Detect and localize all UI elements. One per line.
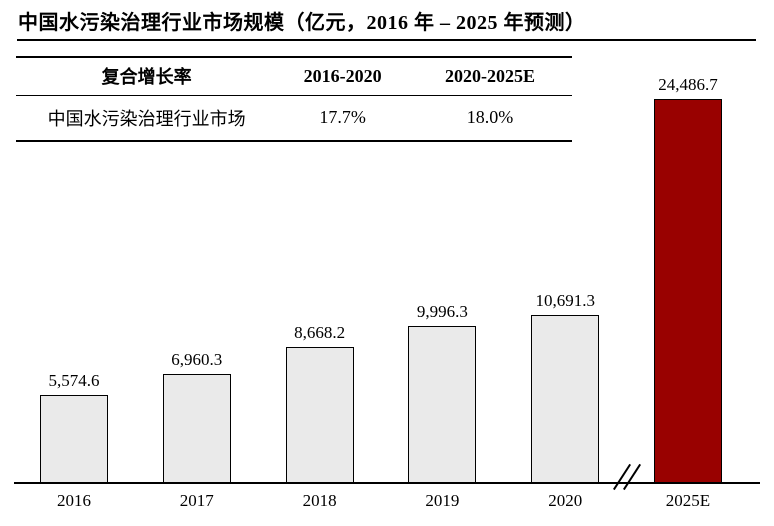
x-axis-label: 2018 <box>302 491 337 510</box>
x-axis-label: 2016 <box>57 491 91 510</box>
cagr-header-2016-2020: 2016-2020 <box>303 65 382 86</box>
bar-value-label: 5,574.6 <box>48 371 100 390</box>
bar <box>285 347 354 483</box>
bar-group-2020: 10,691.3 <box>531 291 600 483</box>
bar <box>408 326 477 483</box>
x-axis-label: 2025E <box>665 491 711 510</box>
bar-chart: 5,574.6 6,960.3 8,668.2 9,996.3 10,691.3 24,4… <box>40 70 722 483</box>
bar-group-2019: 9,996.3 <box>408 302 477 483</box>
chart-title: 中国水污染治理行业市场规模（亿元，2016 年 – 2025 年预测） <box>18 12 586 34</box>
x-axis-label: 2019 <box>425 491 460 510</box>
bar-value-label: 8,668.2 <box>294 323 346 342</box>
bar-value-label: 9,996.3 <box>416 302 468 321</box>
x-axis-label: 2017 <box>179 491 214 510</box>
bar <box>40 395 108 483</box>
cagr-header-2020-2025e: 2020-2025E <box>444 65 535 86</box>
bar-value-label: 6,960.3 <box>171 350 223 369</box>
cagr-cell-2020-2025e: 18.0% <box>466 107 514 127</box>
cagr-header-metric: 复合增长率 <box>101 67 192 88</box>
cagr-table-header-row: 复合增长率 2016-2020 2020-2025E <box>16 58 572 96</box>
x-axis-labels: 2016 2017 2018 2019 2020 2025E <box>40 491 722 511</box>
bar-group-2018: 8,668.2 <box>285 323 354 483</box>
bar-highlighted <box>653 99 722 483</box>
bar-group-2025e: 24,486.7 <box>653 75 722 483</box>
cagr-table: 复合增长率 2016-2020 2020-2025E 中国水污染治理行业市场 1… <box>16 56 572 142</box>
bar-group-2016: 5,574.6 <box>40 371 108 483</box>
title-divider <box>17 39 756 41</box>
bar-value-label: 24,486.7 <box>658 75 718 94</box>
bar-group-2017: 6,960.3 <box>162 350 231 483</box>
x-axis-label: 2020 <box>548 491 583 510</box>
x-axis-line <box>14 482 760 484</box>
bar <box>531 315 600 483</box>
cagr-cell-market-name: 中国水污染治理行业市场 <box>47 108 246 129</box>
bar <box>162 374 231 483</box>
cagr-table-data-row: 中国水污染治理行业市场 17.7% 18.0% <box>16 96 572 140</box>
cagr-cell-2016-2020: 17.7% <box>319 107 366 127</box>
bar-value-label: 10,691.3 <box>535 291 595 310</box>
